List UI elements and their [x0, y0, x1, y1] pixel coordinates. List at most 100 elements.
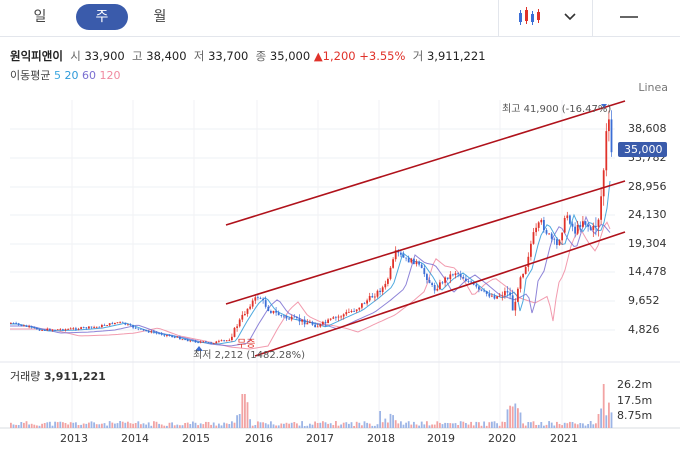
tab-month[interactable]: 월	[153, 9, 167, 25]
volume-bar	[498, 425, 501, 428]
volume-bar	[277, 425, 280, 428]
volume-bar	[381, 422, 384, 428]
price-axis-label: 4,826	[628, 323, 660, 336]
candle-body	[322, 321, 324, 325]
volume-bar	[355, 421, 358, 428]
volume-bar	[397, 423, 400, 428]
volume-bar	[493, 421, 496, 428]
volume-bar	[127, 421, 129, 428]
candle-body	[361, 303, 363, 308]
volume-bar	[192, 421, 194, 428]
candle-body	[491, 295, 493, 297]
close-value: 35,000	[269, 49, 311, 63]
candle-body	[309, 322, 311, 324]
high-label: 고	[132, 49, 143, 63]
price-axis-label: 19,304	[628, 237, 667, 250]
volume-bar	[257, 421, 259, 428]
candle-body	[558, 240, 561, 245]
toolbar-divider	[592, 0, 593, 36]
volume-bar	[303, 426, 306, 428]
volume-bar	[535, 425, 537, 428]
candle-body	[368, 296, 371, 301]
volume-bar	[23, 422, 25, 428]
candle-body	[140, 328, 142, 330]
candle-body	[576, 225, 579, 234]
candle-body	[51, 329, 54, 331]
candle-body	[90, 326, 93, 328]
volume-bar	[431, 424, 433, 428]
candle-body	[303, 319, 306, 325]
candle-body	[62, 329, 64, 331]
chevron-down-icon[interactable]	[562, 4, 578, 30]
volume-bar	[129, 423, 132, 428]
price-axis-label: 14,478	[628, 265, 667, 278]
candle-body	[465, 278, 467, 282]
candle-body	[168, 335, 171, 336]
volume-bar	[103, 423, 106, 428]
volume-bar	[288, 423, 290, 428]
candle-body	[584, 221, 587, 225]
ma-20: 20	[64, 69, 79, 82]
volume-bar	[264, 423, 267, 428]
candle-body	[402, 254, 405, 258]
volume-bar	[301, 421, 303, 428]
tab-week[interactable]: 주	[76, 4, 128, 30]
candle-body	[25, 325, 28, 327]
candle-body	[319, 324, 322, 327]
volume-bar	[314, 421, 316, 428]
candle-body	[150, 331, 153, 333]
candle-body	[49, 328, 51, 331]
volume-bar	[426, 421, 428, 428]
candlestick-icon[interactable]	[515, 4, 545, 30]
candle-body	[264, 300, 267, 307]
volume-bar	[197, 425, 199, 428]
volume-bar	[228, 424, 231, 428]
trend-line-lower	[254, 231, 626, 357]
candle-body	[181, 339, 184, 341]
candle-body	[563, 218, 566, 233]
candle-body	[36, 327, 38, 330]
candle-body	[566, 215, 569, 219]
scale-mode[interactable]: Linea	[638, 81, 668, 94]
volume-bar	[270, 421, 272, 428]
volume-bar	[550, 422, 553, 428]
volume-bar	[194, 422, 197, 428]
candle-body	[353, 311, 355, 312]
volume-bar	[90, 421, 93, 428]
candle-body	[561, 232, 563, 241]
volume-bar	[410, 424, 413, 428]
volume-bar	[93, 422, 95, 428]
volume-bar	[184, 423, 186, 428]
volume-bar	[449, 423, 452, 428]
volume-bar	[210, 424, 212, 428]
moving-average-legend[interactable]: 이동평균 5 20 60 120	[10, 67, 120, 83]
low-annotation: 최저 2,212 (1482.28%)	[193, 350, 306, 361]
tab-day[interactable]: 일	[33, 9, 47, 25]
candle-body	[571, 223, 574, 227]
candle-body	[493, 295, 496, 299]
candle-body	[418, 261, 420, 265]
volume-bar	[488, 422, 491, 428]
candle-body	[228, 340, 231, 341]
candle-body	[72, 328, 75, 330]
volume-bar	[506, 409, 509, 428]
candle-body	[504, 291, 506, 296]
candle-body	[415, 261, 418, 265]
volume-bar	[309, 423, 311, 428]
change-value: ▲1,200	[313, 49, 356, 63]
menu-icon[interactable]	[618, 4, 640, 30]
volume-bar	[173, 425, 176, 428]
candle-body	[574, 226, 576, 234]
candle-body	[46, 328, 49, 331]
candle-body	[524, 266, 527, 274]
volume-bar	[283, 423, 285, 428]
candle-body	[337, 316, 340, 318]
candle-body	[194, 340, 197, 343]
volume-bar	[441, 424, 444, 428]
candle-body	[327, 319, 329, 323]
volume-bar	[602, 384, 605, 428]
volume-bar	[298, 425, 301, 428]
low-value: 33,700	[208, 49, 249, 63]
candle-body	[480, 289, 483, 291]
